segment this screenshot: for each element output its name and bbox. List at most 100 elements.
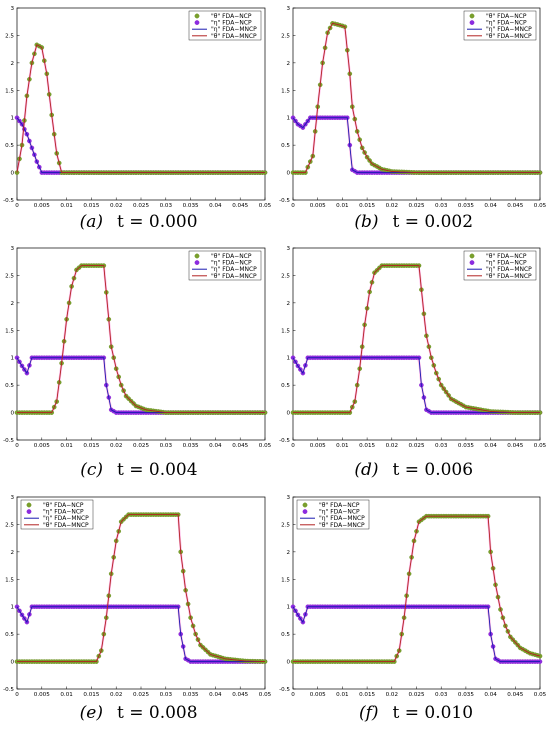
panel-b: -0.500.511.522.530 0.005 0.01 0.015 0.02 0.02… — [279, 6, 547, 232]
x-tick-label: 0.005 — [310, 203, 326, 209]
x-tick-label: 0.02 — [110, 692, 122, 698]
x-tick-label: 0.03 — [435, 203, 448, 209]
theta-mncp-line — [293, 22, 540, 174]
legend-label: "η" FDA−MNCP — [43, 515, 89, 522]
x-tick-label: 0.05 — [534, 203, 547, 209]
y-tick-label: 0.5 — [281, 383, 290, 389]
x-tick-label: 0.025 — [408, 443, 424, 449]
x-tick-label: 0.04 — [484, 203, 497, 209]
y-tick-label: -0.5 — [3, 198, 14, 204]
x-tick-label: 0 — [15, 203, 19, 209]
y-tick-label: 1 — [10, 116, 14, 122]
x-tick-label: 0.025 — [133, 692, 149, 698]
y-tick-label: 1 — [10, 356, 14, 362]
y-tick-label: -0.5 — [279, 198, 290, 204]
panel-time-label: t = 0.000 — [117, 212, 198, 232]
x-tick-label: 0.015 — [83, 692, 99, 698]
legend: "θ" FDA−NCP"η" FDA−NCP"η" FDA−MNCP"θ" FD… — [296, 499, 370, 530]
x-tick-label: 0.025 — [408, 692, 424, 698]
legend-label: "η" FDA−NCP — [43, 509, 84, 516]
y-tick-label: 1.5 — [281, 328, 290, 334]
y-tick-label: 1.5 — [5, 577, 14, 583]
panel-letter: (e) — [80, 703, 103, 723]
x-tick-label: 0.045 — [232, 692, 248, 698]
x-tick-label: 0.015 — [359, 203, 375, 209]
y-tick-label: 1.5 — [281, 88, 290, 94]
x-tick-label: 0.035 — [183, 692, 199, 698]
y-tick-label: 1 — [286, 356, 290, 362]
y-tick-label: 3 — [286, 6, 290, 12]
x-tick-label: 0 — [291, 203, 295, 209]
legend-label: "θ" FDA−NCP — [486, 13, 527, 20]
x-tick-label: 0.045 — [232, 443, 248, 449]
legend-label: "θ" FDA−MNCP — [319, 522, 365, 529]
x-tick-label: 0.035 — [183, 203, 199, 209]
x-tick-label: 0.045 — [507, 692, 523, 698]
legend-marker-swatch — [194, 13, 200, 19]
x-tick-label: 0.05 — [259, 203, 272, 209]
y-tick-label: -0.5 — [3, 687, 14, 693]
legend-label: "η" FDA−NCP — [319, 509, 360, 516]
panel-letter: (a) — [80, 212, 103, 232]
y-tick-label: 2 — [286, 61, 290, 67]
y-tick-label: 2.5 — [281, 522, 290, 528]
legend: "θ" FDA−NCP"η" FDA−NCP"η" FDA−MNCP"θ" FD… — [20, 499, 94, 530]
pink-trace-line — [17, 513, 266, 663]
x-tick-label: 0.04 — [209, 443, 222, 449]
x-tick-label: 0.03 — [160, 692, 173, 698]
y-tick-label: 2.5 — [5, 522, 14, 528]
legend: "θ" FDA−NCP"η" FDA−NCP"η" FDA−MNCP"θ" FD… — [463, 250, 537, 281]
x-tick-label: 0.03 — [160, 443, 173, 449]
pink-trace-line — [293, 515, 541, 663]
eta-mncp-line — [16, 357, 265, 414]
x-tick-label: 0 — [15, 692, 19, 698]
legend-marker-swatch — [469, 260, 475, 265]
legend: "θ" FDA−NCP"η" FDA−NCP"η" FDA−MNCP"θ" FD… — [463, 10, 537, 41]
legend-marker-swatch — [469, 20, 475, 25]
x-tick-label: 0.005 — [34, 203, 50, 209]
panel-time-label: t = 0.002 — [393, 212, 474, 232]
pink-trace-line — [293, 264, 540, 414]
x-tick-label: 0.005 — [34, 443, 50, 449]
panel-letter: (c) — [80, 460, 103, 480]
legend-label: "θ" FDA−NCP — [486, 253, 527, 260]
x-tick-label: 0.015 — [83, 443, 99, 449]
y-tick-label: 1 — [10, 605, 14, 611]
eta-mncp-line — [292, 606, 540, 663]
y-tick-label: 3 — [286, 495, 290, 501]
pink-trace-line — [292, 356, 540, 414]
y-tick-label: 0.5 — [281, 143, 290, 149]
x-tick-label: 0.045 — [507, 203, 523, 209]
pink-trace-line — [292, 116, 540, 174]
panel-time-label: t = 0.008 — [117, 703, 198, 723]
theta-mncp-line — [17, 265, 265, 414]
eta-mncp-line — [16, 606, 265, 663]
x-tick-label: 0.05 — [259, 443, 272, 449]
panel-letter: (b) — [354, 212, 378, 232]
legend-label: "η" FDA−MNCP — [486, 266, 532, 273]
x-tick-label: 0.02 — [386, 203, 398, 209]
x-tick-label: 0.04 — [484, 443, 497, 449]
y-tick-label: 2 — [10, 61, 14, 67]
pink-trace-line — [17, 264, 265, 414]
legend-marker-swatch — [26, 509, 32, 514]
x-tick-label: 0.01 — [336, 692, 349, 698]
legend-label: "η" FDA−NCP — [211, 20, 252, 27]
pink-trace-line — [293, 22, 540, 174]
y-tick-label: 2 — [10, 550, 14, 556]
y-tick-label: 2 — [286, 301, 290, 307]
x-tick-label: 0.005 — [310, 692, 326, 698]
x-tick-label: 0.035 — [183, 443, 199, 449]
legend-box — [188, 250, 262, 281]
legend-label: "θ" FDA−MNCP — [486, 33, 532, 40]
legend-label: "θ" FDA−MNCP — [486, 273, 532, 280]
x-tick-label: 0.015 — [83, 203, 99, 209]
y-tick-label: 2 — [10, 301, 14, 307]
legend-label: "θ" FDA−MNCP — [211, 273, 257, 280]
legend-marker-swatch — [302, 502, 308, 508]
x-tick-label: 0.02 — [110, 443, 122, 449]
legend-label: "η" FDA−NCP — [486, 260, 527, 267]
y-tick-label: 3 — [10, 246, 14, 252]
legend-marker-swatch — [194, 260, 200, 265]
